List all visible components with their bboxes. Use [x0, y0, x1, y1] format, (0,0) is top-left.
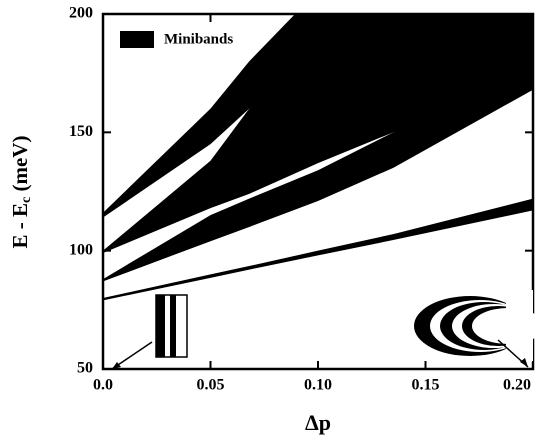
x-tick-label: 0.15 [412, 377, 440, 394]
y-label-main: E - E [8, 203, 32, 249]
miniband [103, 14, 356, 218]
inset-right [414, 290, 536, 368]
y-label-sub: c [19, 197, 34, 203]
x-tick-label: 0.10 [304, 377, 332, 394]
y-tick-label: 150 [69, 123, 93, 140]
y-tick-label: 100 [69, 241, 93, 258]
y-tick-label: 50 [77, 360, 93, 377]
miniband [103, 73, 533, 282]
y-tick-label: 200 [69, 5, 93, 22]
plot-area [103, 14, 533, 301]
x-tick-label: 0.20 [503, 377, 531, 394]
legend-swatch [120, 31, 154, 48]
miniband [103, 198, 533, 301]
legend-label: Minibands [164, 31, 233, 47]
x-tick-label: 0.05 [197, 377, 225, 394]
x-axis-label: Δp [305, 410, 331, 435]
y-axis-label: E - Ec (meV) [8, 136, 34, 249]
x-tick-label: 0.0 [93, 377, 113, 394]
miniband [103, 14, 533, 254]
inset-left [111, 294, 188, 370]
y-label-unit: (meV) [8, 136, 32, 197]
